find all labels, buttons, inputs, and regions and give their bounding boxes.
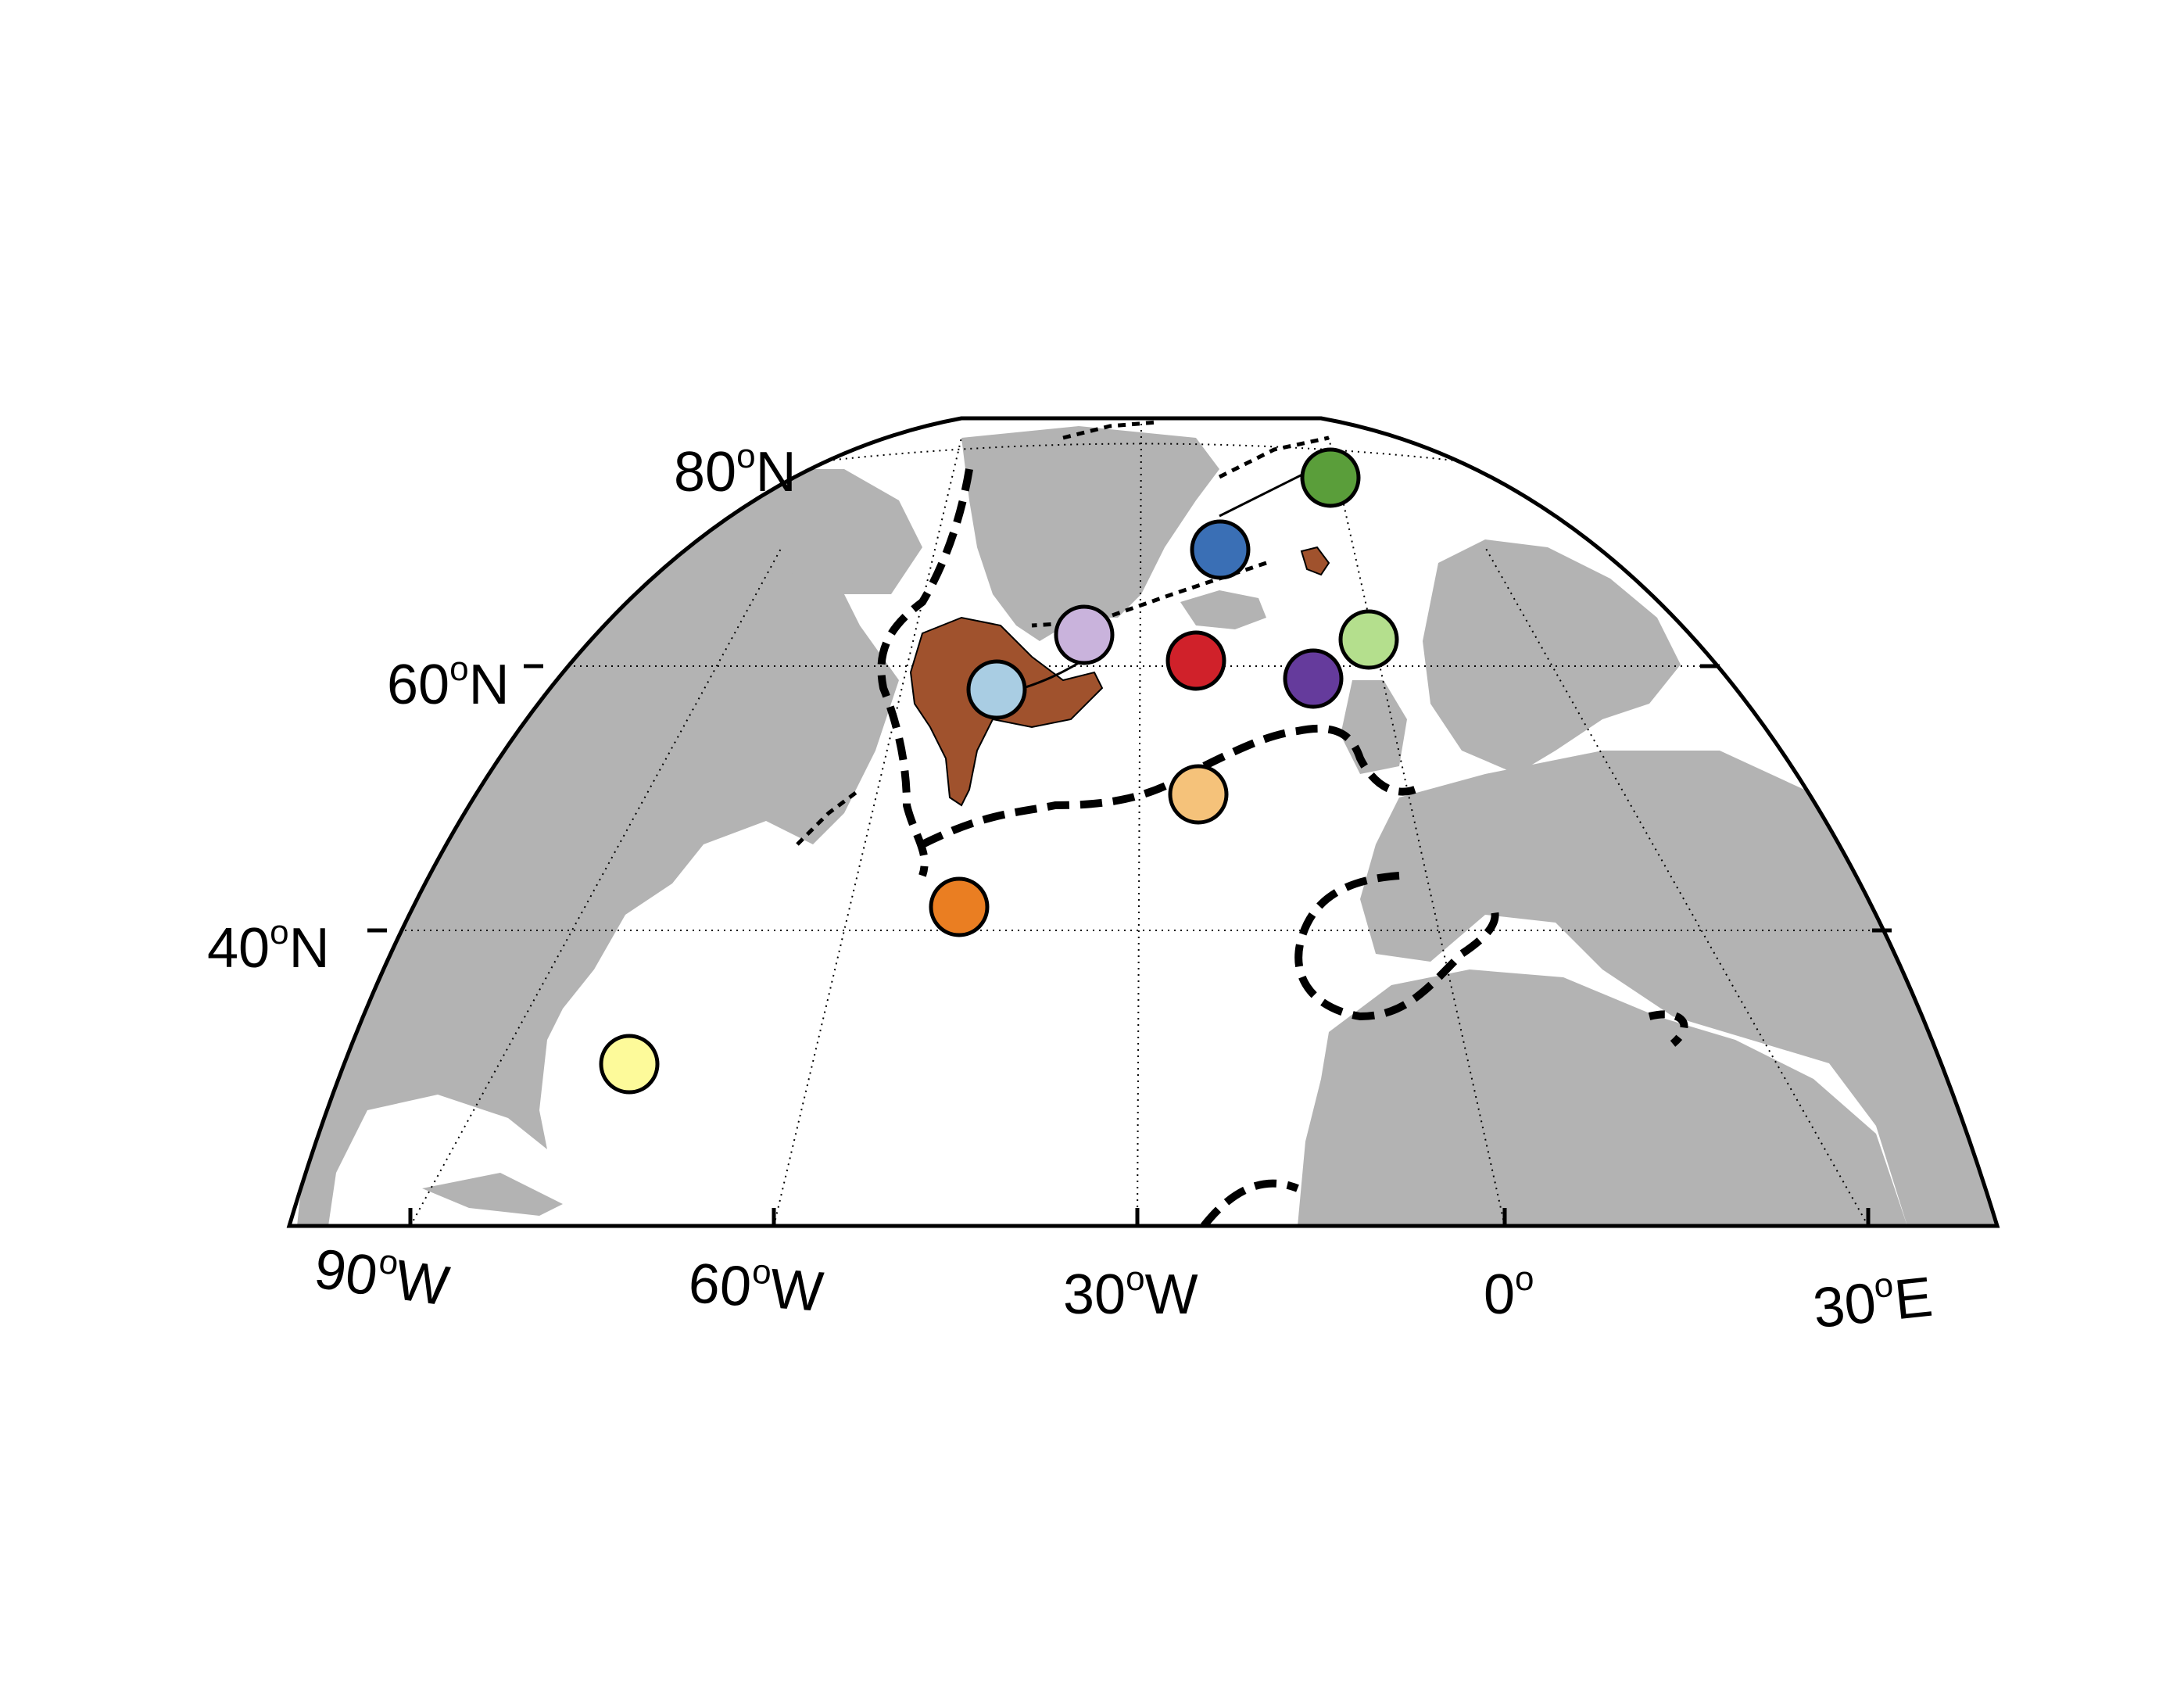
site-light-green bbox=[1338, 609, 1399, 670]
dashed-contour-main bbox=[920, 724, 1416, 848]
europe-land bbox=[1360, 751, 1997, 1226]
tick-marks bbox=[367, 664, 1892, 1226]
site-tan bbox=[1168, 764, 1229, 825]
greenland-land bbox=[961, 426, 1219, 641]
latitude-labels: 80oN 60oN 40oN bbox=[207, 437, 797, 980]
graticule bbox=[367, 421, 1892, 1226]
lon-label-90w: 90oW bbox=[310, 1234, 453, 1318]
lon-label-30e: 30oE bbox=[1810, 1262, 1935, 1340]
dashed-contour-med bbox=[1648, 1010, 1688, 1047]
site-blue bbox=[1190, 519, 1251, 580]
arctic-islands bbox=[735, 469, 922, 594]
africa-land bbox=[1298, 969, 1907, 1226]
dashed-contour-labrador bbox=[877, 468, 973, 877]
meridian-30w bbox=[1137, 421, 1142, 1226]
lon-label-60w: 60oW bbox=[686, 1248, 825, 1324]
map-content bbox=[297, 420, 1997, 1226]
site-orange bbox=[929, 876, 990, 937]
site-purple bbox=[1283, 648, 1344, 709]
dotted-contour-labrador bbox=[796, 788, 861, 846]
meridian-90w bbox=[410, 547, 782, 1226]
north-america-land bbox=[297, 508, 899, 1226]
lat-label-80n: 80oN bbox=[674, 437, 797, 504]
lon-label-30w: 30oW bbox=[1063, 1260, 1198, 1326]
site-light-blue bbox=[966, 659, 1027, 720]
norwegian-sea-patch bbox=[1300, 546, 1330, 576]
land-masses bbox=[297, 426, 1997, 1226]
site-yellow bbox=[599, 1034, 660, 1095]
iceland-land bbox=[1180, 590, 1266, 629]
site-markers bbox=[599, 447, 1399, 1095]
site-dark-green bbox=[1300, 447, 1361, 508]
caribbean-land bbox=[422, 1173, 563, 1216]
lon-label-0: 0o bbox=[1484, 1260, 1534, 1326]
map-boundary bbox=[286, 416, 2000, 1228]
lat-label-40n: 40oN bbox=[207, 913, 330, 980]
dashed-contour-iberia bbox=[1294, 872, 1499, 1021]
site-lavender bbox=[1054, 604, 1115, 665]
longitude-labels: 90oW 60oW 30oW 0o 30oE bbox=[310, 1234, 1935, 1341]
site-red bbox=[1165, 630, 1226, 691]
dashed-contour-africa bbox=[1201, 1179, 1299, 1226]
scandinavia-land bbox=[1423, 539, 1681, 774]
lat-label-60n: 60oN bbox=[387, 650, 510, 716]
